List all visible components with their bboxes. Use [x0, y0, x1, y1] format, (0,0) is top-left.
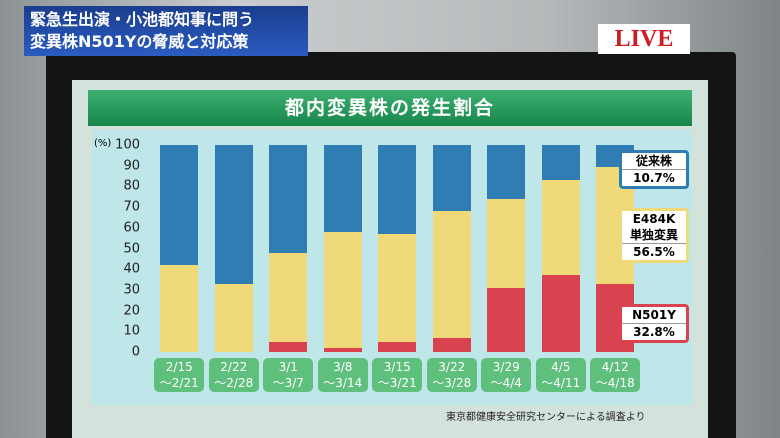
legend-callout: N501Y 32.8%	[619, 304, 689, 343]
y-tick-label: 80	[123, 178, 140, 194]
bar-segment	[541, 275, 580, 352]
x-tick-label: 3/22 〜3/28	[426, 358, 477, 392]
legend-callout: E484K 単独変異 56.5%	[619, 208, 689, 263]
bar-segment	[432, 145, 471, 212]
bar-segment	[541, 180, 580, 276]
y-tick-label: 20	[123, 303, 140, 319]
caption: 緊急生出演・小池都知事に問う 変異株N501Yの脅威と対応策	[24, 6, 308, 56]
y-tick-label: 40	[123, 261, 140, 277]
x-tick-label: 3/29 〜4/4	[481, 358, 532, 392]
bar-segment	[160, 265, 199, 352]
bar-segment	[487, 145, 526, 199]
value-label: 10.7%	[622, 169, 686, 186]
x-tick-label: 2/22 〜2/28	[208, 358, 259, 392]
y-tick-label: 70	[123, 199, 140, 215]
bar-segment	[269, 341, 308, 352]
legend-callout: 従来株 10.7%	[619, 150, 689, 189]
bar-segment	[487, 198, 526, 288]
x-tick-label: 3/8 〜3/14	[317, 358, 368, 392]
y-tick-label: 30	[123, 282, 140, 298]
y-tick-label: 0	[131, 344, 140, 360]
x-tick-label: 4/12 〜4/18	[590, 358, 641, 392]
x-tick-label: 3/15 〜3/21	[372, 358, 423, 392]
y-tick-label: 50	[123, 241, 140, 256]
bar-segment	[487, 287, 526, 352]
caption-line: 緊急生出演・小池都知事に問う	[30, 10, 255, 29]
bar-segment	[378, 341, 417, 352]
y-axis-label: (%)	[94, 138, 112, 149]
caption-line: 変異株N501Yの脅威と対応策	[30, 32, 249, 51]
y-tick-label: 90	[123, 158, 140, 174]
legend-name: N501Y	[632, 308, 676, 322]
x-tick-label: 4/5 〜4/11	[535, 358, 586, 392]
legend-name: E484K 単独変異	[629, 212, 678, 242]
bar-segment	[378, 234, 417, 342]
y-tick-label: 100	[115, 137, 140, 153]
bar-segment	[323, 231, 362, 348]
y-tick-label: 10	[123, 323, 140, 339]
bar-segment	[323, 347, 362, 352]
bar-segment	[432, 337, 471, 352]
bar-segment	[214, 283, 253, 352]
bar-segment	[269, 252, 308, 342]
chart-title: 都内変異株の発生割合	[88, 90, 692, 126]
bar-segment	[160, 145, 199, 266]
bar-segment	[214, 145, 253, 284]
bar-segment	[541, 145, 580, 181]
x-tick-label: 3/1 〜3/7	[263, 358, 314, 392]
value-label: 32.8%	[622, 323, 686, 340]
bar-segment	[432, 211, 471, 338]
bar-segment	[323, 145, 362, 232]
value-label: 56.5%	[622, 243, 686, 260]
live-badge: LIVE	[598, 24, 690, 54]
source-note: 東京都健康安全研究センターによる調査より	[446, 412, 646, 423]
y-tick-label: 60	[123, 220, 140, 236]
x-tick-label: 2/15 〜2/21	[154, 358, 205, 392]
bar-segment	[378, 145, 417, 234]
legend-name: 従来株	[635, 154, 672, 168]
bar-segment	[269, 145, 308, 253]
